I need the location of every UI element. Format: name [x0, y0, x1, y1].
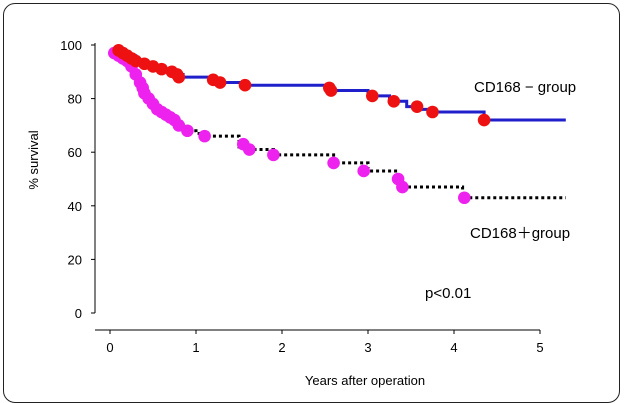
- censor-point-cd168-positive: [396, 181, 409, 194]
- censor-point-cd168-positive: [181, 124, 194, 137]
- x-tick-label-5: 5: [536, 340, 543, 355]
- survival-chart: 0 20 40 60 80 100 0 1 2 3 4 5 % survival Years afte…: [0, 0, 625, 390]
- censor-point-cd168-positive: [198, 130, 211, 143]
- censor-point-cd168-positive: [458, 191, 471, 204]
- censor-point-cd168-negative: [478, 114, 491, 127]
- censor-point-cd168-negative: [173, 71, 186, 84]
- censor-point-cd168-negative: [214, 76, 227, 89]
- x-tick-label-3: 3: [364, 340, 371, 355]
- annotation-cd168-positive: CD168＋group: [470, 225, 570, 242]
- censor-point-cd168-positive: [267, 149, 280, 162]
- annotation-p-value: p<0.01: [425, 285, 471, 302]
- x-tick-label-4: 4: [450, 340, 457, 355]
- y-tick-label-0: 0: [75, 306, 82, 321]
- y-tick-label-80: 80: [68, 92, 82, 107]
- censor-point-cd168-positive: [243, 143, 256, 156]
- y-tick-label-40: 40: [68, 199, 82, 214]
- annotation-cd168-negative: CD168 − group: [474, 79, 576, 96]
- y-tick-label-60: 60: [68, 145, 82, 160]
- x-tick-label-0: 0: [106, 340, 113, 355]
- censor-point-cd168-negative: [366, 90, 379, 103]
- censor-markers: [108, 44, 490, 204]
- censor-point-cd168-negative: [239, 79, 252, 92]
- y-tick-label-100: 100: [60, 38, 82, 53]
- y-axis-title: % survival: [26, 130, 41, 189]
- censor-point-cd168-positive: [357, 165, 370, 178]
- censor-point-cd168-positive: [327, 157, 340, 170]
- x-tick-label-2: 2: [278, 340, 285, 355]
- y-tick-label-20: 20: [68, 252, 82, 267]
- censor-point-cd168-negative: [411, 100, 424, 113]
- x-axis-title: Years after operation: [305, 373, 425, 388]
- censor-point-cd168-negative: [388, 95, 401, 108]
- censor-point-cd168-negative: [325, 84, 338, 97]
- x-tick-label-1: 1: [192, 340, 199, 355]
- censor-point-cd168-negative: [426, 106, 439, 119]
